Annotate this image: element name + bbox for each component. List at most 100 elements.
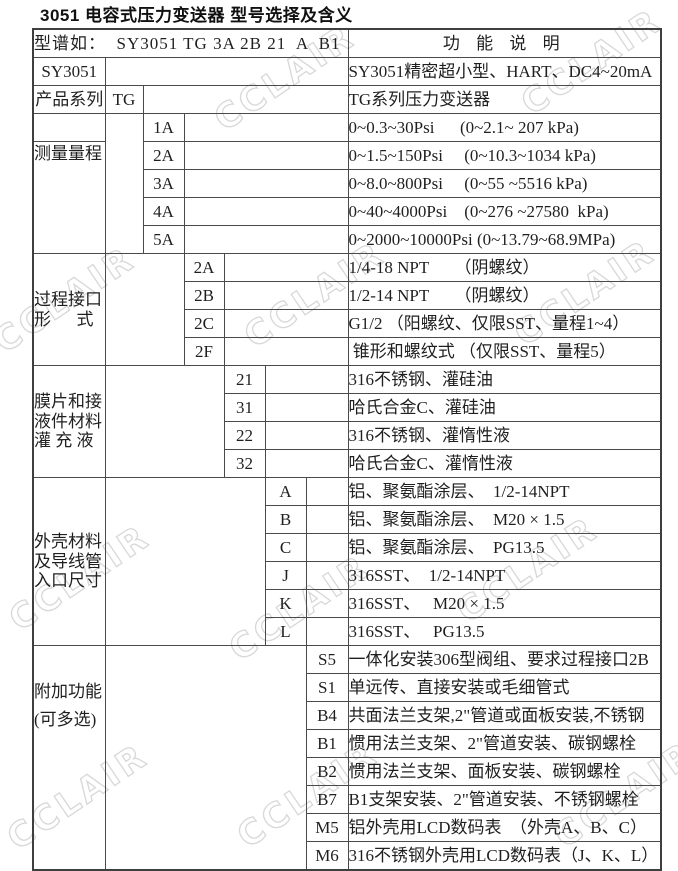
table-row: C 铝、聚氨酯涂层、 PG13.5: [33, 533, 662, 562]
option-code-cell: M5: [305, 813, 349, 842]
option-code-cell: 31: [223, 393, 266, 422]
spacer-cell: [183, 169, 349, 198]
spacer-cell: [264, 393, 349, 422]
table-row: 4A 0~40~4000Psi (0~276 ~27580 kPa): [33, 197, 662, 226]
description-cell: 1/4-18 NPT （阴螺纹）: [347, 253, 662, 282]
option-code-cell: 4A: [142, 197, 185, 226]
spacer-cell: [223, 253, 349, 282]
spacer-cell: [305, 477, 349, 506]
table-row: B7 B1支架安装、2"管道安装、不锈钢螺栓: [33, 785, 662, 814]
page-title: 3051 电容式压力变送器 型号选择及含义: [40, 6, 353, 25]
table-row: J 316SST、 1/2-14NPT: [33, 561, 662, 590]
table-row: 膜片和接 液件材料 灌 充 液 21 316不锈钢、灌硅油: [32, 365, 662, 478]
spacer-cell: [264, 365, 349, 394]
spacer-cell: [183, 197, 349, 226]
table-row: 22 316不锈钢、灌惰性液: [33, 421, 662, 450]
description-cell: 铝、聚氨酯涂层、 PG13.5: [347, 533, 662, 562]
spacer-cell: [264, 421, 349, 450]
spacer-cell: [183, 113, 349, 142]
option-code-cell: 2F: [183, 337, 225, 366]
option-code-cell: B: [264, 505, 307, 534]
option-code-cell: B4: [305, 701, 349, 730]
spacer-cell: [305, 589, 349, 618]
table-row: 2B 1/2-14 NPT （阴螺纹）: [33, 281, 662, 310]
spacer-cell: [104, 645, 307, 871]
spacer-cell: [142, 85, 349, 114]
description-cell: 316不锈钢、灌硅油: [347, 365, 662, 394]
option-code-cell: 2A: [183, 253, 225, 282]
description-cell: TG系列压力变送器: [347, 85, 662, 114]
description-cell: B1支架安装、2"管道安装、不锈钢螺栓: [347, 785, 662, 814]
description-cell: 0~0.3~30Psi (0~2.1~ 207 kPa): [347, 113, 662, 142]
option-code-cell: B1: [305, 729, 349, 758]
section-label-cell: 膜片和接 液件材料 灌 充 液: [32, 365, 106, 478]
description-cell: 惯用法兰支架、2"管道安装、碳钢螺栓: [347, 729, 662, 758]
description-cell: 铝、聚氨酯涂层、 M20 × 1.5: [347, 505, 662, 534]
spacer-cell: [183, 225, 349, 254]
option-code-cell: B2: [305, 757, 349, 786]
spacer-cell: [264, 449, 349, 478]
option-code-cell: 2C: [183, 309, 225, 338]
table-row: 测量量程 2A 0~1.5~150Psi (0~10.3~1034 kPa): [32, 141, 662, 254]
table-row: K 316SST、 M20 × 1.5: [33, 589, 662, 618]
product-series-label-cell: 产品系列: [32, 85, 106, 114]
model-spec-header-cell: 型谱如： SY3051 TG 3A 2B 21 A B1: [32, 28, 349, 58]
spacer-cell: [104, 57, 349, 86]
table-row: 外壳材料 及导线管 入口尺寸 A 铝、聚氨酯涂层、 1/2-14NPT: [32, 477, 662, 646]
series-code-cell: SY3051: [32, 57, 106, 86]
description-cell: 0~40~4000Psi (0~276 ~27580 kPa): [347, 197, 662, 226]
option-code-cell: 5A: [142, 225, 185, 254]
option-code-cell: 2A: [142, 141, 185, 170]
spacer-cell: [223, 281, 349, 310]
option-code-cell: S1: [305, 673, 349, 702]
option-code-cell: 2B: [183, 281, 225, 310]
description-cell: 316不锈钢外壳用LCD数码表（J、K、L）: [347, 841, 662, 871]
function-description-header-cell: 功 能 说 明: [347, 28, 662, 58]
description-cell: 铝外壳用LCD数码表 （外壳A、B、C）: [347, 813, 662, 842]
table-row: 1A 0~0.3~30Psi (0~2.1~ 207 kPa): [32, 113, 662, 254]
table-row: 2C G1/2 （阳螺纹、仅限SST、量程1~4）: [33, 309, 662, 338]
table-row: B4 共面法兰支架,2"管道或面板安装,不锈钢: [33, 701, 662, 730]
description-cell: 0~8.0~800Psi (0~55 ~5516 kPa): [347, 169, 662, 198]
description-cell: 锥形和螺纹式 （仅限SST、量程5）: [347, 337, 662, 366]
description-cell: 316SST、 1/2-14NPT: [347, 561, 662, 590]
option-code-cell: 32: [223, 449, 266, 478]
spacer-cell: [305, 505, 349, 534]
model-selection-table: 型谱如： SY3051 TG 3A 2B 21 A B1 功 能 说 明 SY3…: [32, 28, 663, 871]
option-code-cell: K: [264, 589, 307, 618]
description-cell: 单远传、直接安装或毛细管式: [347, 673, 662, 702]
table-row: M5 铝外壳用LCD数码表 （外壳A、B、C）: [33, 813, 662, 842]
spacer-cell: [305, 617, 349, 646]
option-code-cell: M6: [305, 841, 349, 871]
description-cell: 0~1.5~150Psi (0~10.3~1034 kPa): [347, 141, 662, 170]
description-cell: 316不锈钢、灌惰性液: [347, 421, 662, 450]
table-row: S1 单远传、直接安装或毛细管式: [33, 673, 662, 702]
spacer-cell: [104, 365, 225, 478]
option-code-cell: 1A: [142, 113, 185, 142]
spacer-cell: [305, 533, 349, 562]
section-label-cell: 附加功能 (可多选): [32, 645, 106, 871]
table-row: 32 哈氏合金C、灌惰性液: [33, 449, 662, 478]
table-row: 附加功能 (可多选) S5 一体化安装306型阀组、要求过程接口2B: [32, 645, 662, 871]
description-cell: 哈氏合金C、灌硅油: [347, 393, 662, 422]
option-code-cell: A: [264, 477, 307, 506]
spacer-cell: [183, 141, 349, 170]
section-label-cell: 测量量程: [32, 141, 106, 254]
option-code-cell: 21: [223, 365, 266, 394]
description-cell: 共面法兰支架,2"管道或面板安装,不锈钢: [347, 701, 662, 730]
product-series-code-cell: TG: [104, 85, 144, 114]
option-code-cell: J: [264, 561, 307, 590]
description-cell: 哈氏合金C、灌惰性液: [347, 449, 662, 478]
option-code-cell: B7: [305, 785, 349, 814]
table-row: 5A 0~2000~10000Psi (0~13.79~68.9MPa): [33, 225, 662, 254]
table-row: 过程接口 形 式 2A 1/4-18 NPT （阴螺纹）: [32, 253, 662, 366]
header-row: 型谱如： SY3051 TG 3A 2B 21 A B1 功 能 说 明: [32, 28, 662, 58]
spacer-cell: [104, 113, 144, 254]
option-code-cell: S5: [305, 645, 349, 674]
option-code-cell: L: [264, 617, 307, 646]
option-code-cell: C: [264, 533, 307, 562]
description-cell: G1/2 （阳螺纹、仅限SST、量程1~4）: [347, 309, 662, 338]
description-cell: 316SST、 M20 × 1.5: [347, 589, 662, 618]
table-row: B 铝、聚氨酯涂层、 M20 × 1.5: [33, 505, 662, 534]
option-code-cell: 3A: [142, 169, 185, 198]
